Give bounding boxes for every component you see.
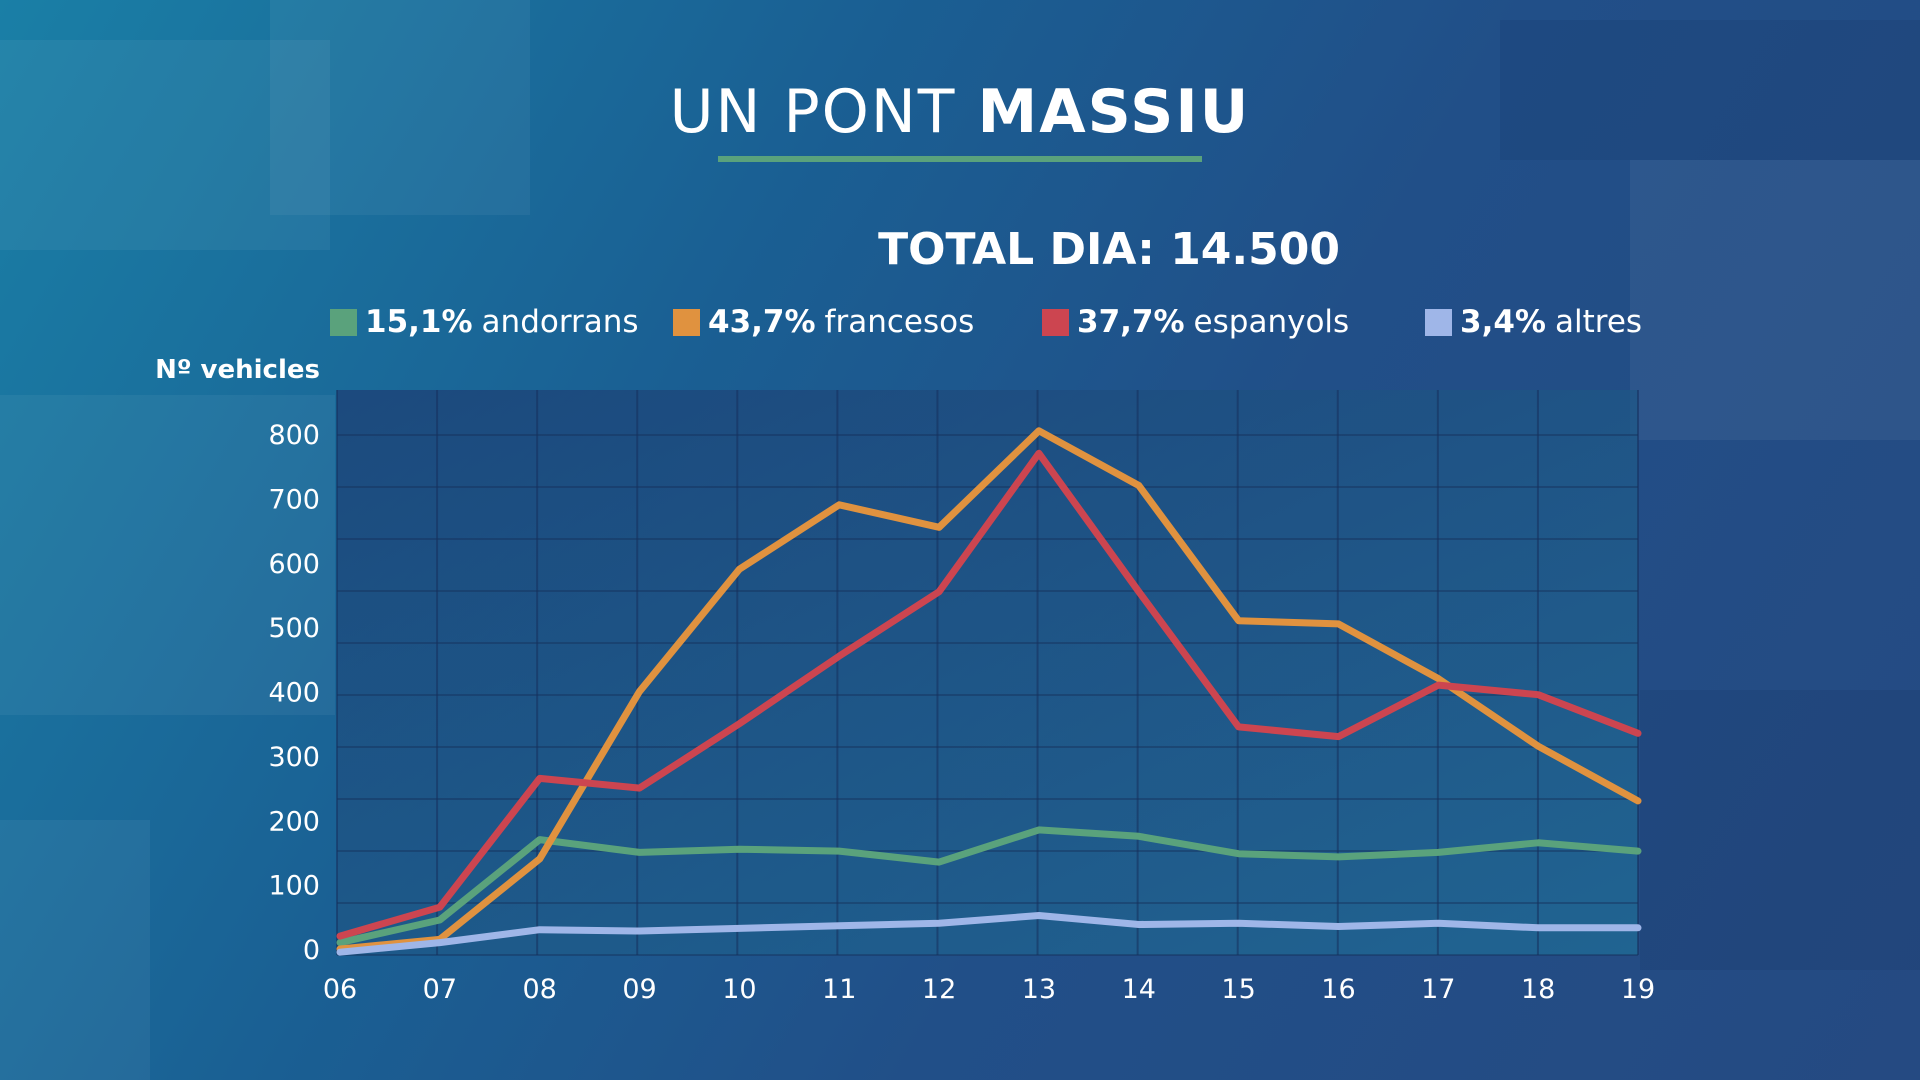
legend-item-francesos: 43,7% francesos (673, 302, 974, 342)
y-tick-label: 0 (303, 935, 320, 966)
title-underline (718, 156, 1202, 162)
background-panel (0, 820, 150, 1080)
legend-item-andorrans: 15,1% andorrans (330, 302, 639, 342)
background-panel (1500, 20, 1920, 160)
x-tick-label: 16 (1321, 974, 1355, 1005)
legend-name: francesos (824, 304, 975, 340)
series-line-andorrans (336, 826, 1642, 947)
x-tick-label: 17 (1421, 974, 1455, 1005)
legend-pct: 15,1% (365, 304, 473, 340)
legend-swatch-andorrans (330, 308, 357, 336)
y-tick-label: 700 (268, 484, 320, 515)
y-tick-label: 200 (268, 806, 320, 837)
legend-swatch-espanyols (1042, 308, 1069, 336)
total-label: TOTAL DIA: 14.500 (878, 224, 1340, 275)
x-tick-label: 14 (1122, 974, 1156, 1005)
legend-name: altres (1554, 304, 1643, 340)
background-panel (0, 395, 335, 715)
page-title: UN PONT MASSIU (0, 72, 1920, 152)
y-axis-label: Nº vehicles (155, 355, 320, 385)
legend-swatch-francesos (673, 308, 700, 336)
x-tick-label: 09 (622, 974, 656, 1005)
legend-pct: 3,4% (1460, 304, 1546, 340)
legend-pct: 37,7% (1077, 304, 1185, 340)
plot-area (337, 390, 1638, 955)
y-tick-label: 500 (268, 613, 320, 644)
y-tick-label: 300 (268, 742, 320, 773)
title-thin: UN PONT (669, 77, 957, 147)
legend-name: espanyols (1193, 304, 1350, 340)
x-tick-label: 08 (523, 974, 557, 1005)
background-panel (0, 40, 330, 250)
x-tick-label: 10 (722, 974, 756, 1005)
legend-swatch-altres (1425, 308, 1452, 336)
x-tick-label: 18 (1521, 974, 1555, 1005)
x-tick-label: 11 (822, 974, 856, 1005)
series-line-altres (336, 912, 1642, 956)
title-bold: MASSIU (977, 77, 1251, 147)
y-tick-label: 100 (268, 871, 320, 902)
x-tick-label: 12 (922, 974, 956, 1005)
background-panel (270, 0, 530, 215)
background-panel (1640, 690, 1920, 970)
y-tick-label: 600 (268, 549, 320, 580)
y-tick-label: 800 (268, 420, 320, 451)
x-tick-label: 06 (323, 974, 357, 1005)
x-tick-label: 15 (1221, 974, 1255, 1005)
y-tick-label: 400 (268, 678, 320, 709)
series-line-espanyols (336, 449, 1642, 940)
background-panel (1630, 160, 1920, 440)
legend-pct: 43,7% (708, 304, 816, 340)
x-tick-label: 07 (423, 974, 457, 1005)
x-tick-label: 13 (1022, 974, 1056, 1005)
series-line-francesos (336, 427, 1642, 953)
legend-item-espanyols: 37,7% espanyols (1042, 302, 1349, 342)
legend-name: andorrans (481, 304, 639, 340)
legend-item-altres: 3,4% altres (1425, 302, 1642, 342)
x-tick-label: 19 (1621, 974, 1655, 1005)
